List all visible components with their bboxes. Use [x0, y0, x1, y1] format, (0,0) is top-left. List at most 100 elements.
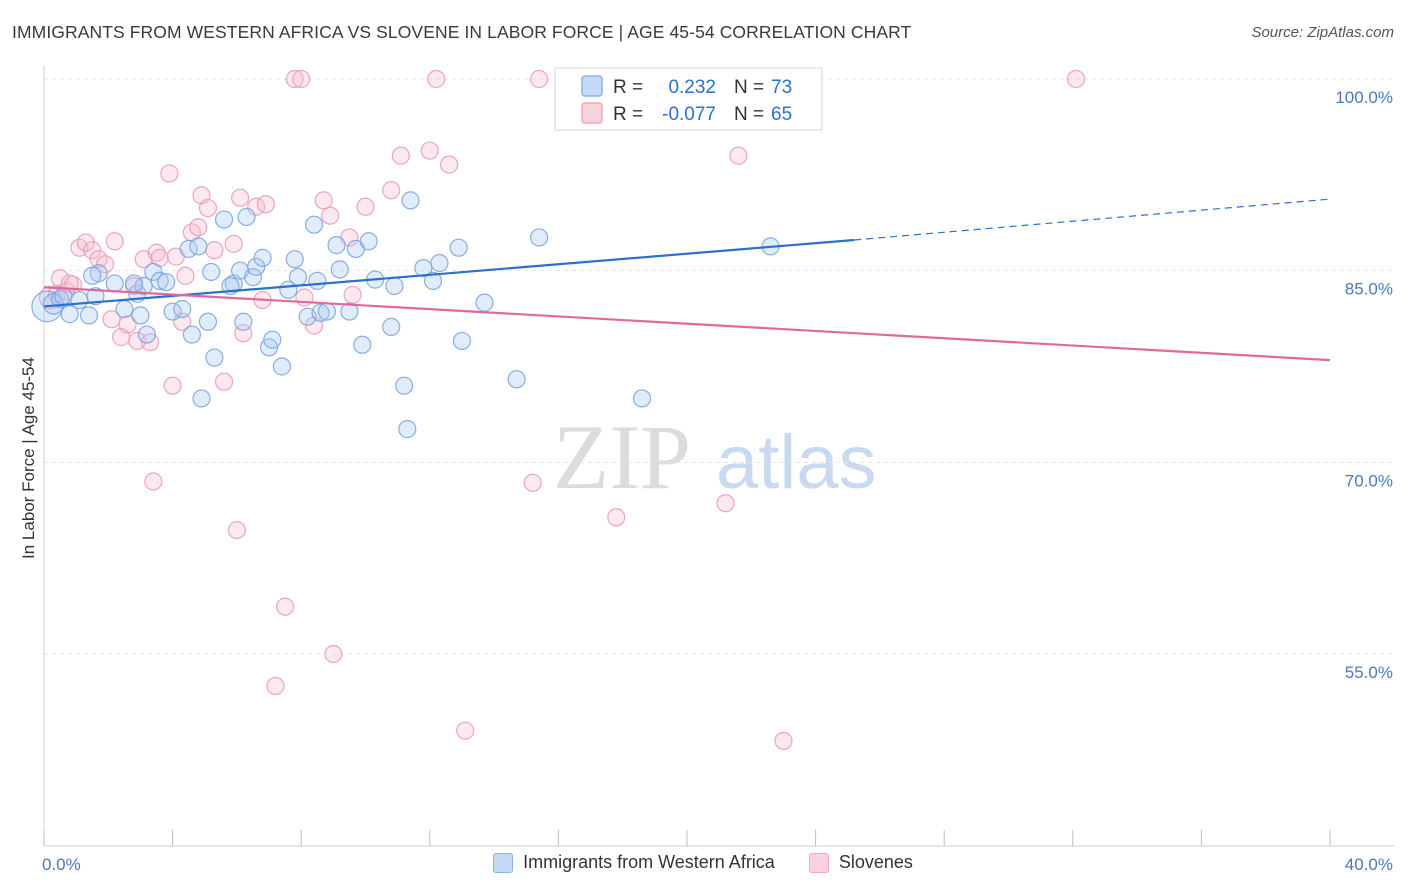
- trend-lines: [43, 198, 1331, 362]
- data-point: [198, 312, 218, 331]
- data-point: [774, 731, 793, 750]
- data-point: [182, 325, 201, 344]
- data-point: [202, 262, 221, 282]
- data-point: [327, 236, 346, 255]
- blue-trend-extension: [854, 198, 1331, 241]
- data-point: [115, 299, 134, 319]
- data-point: [285, 69, 304, 89]
- data-point: [311, 303, 330, 322]
- data-point: [292, 69, 311, 89]
- data-point: [330, 260, 349, 279]
- data-point: [308, 271, 327, 290]
- data-point: [530, 228, 549, 247]
- data-point: [54, 287, 73, 306]
- data-point: [102, 310, 121, 329]
- data-point: [160, 164, 179, 183]
- legend-blue-r-label: R =: [613, 77, 643, 98]
- data-point: [247, 257, 266, 276]
- axes: [43, 66, 1394, 847]
- data-point: [382, 181, 401, 200]
- data-point: [124, 274, 144, 293]
- bottom-legend-blue-swatch: [493, 852, 514, 873]
- x-tick-label: 0.0%: [42, 855, 81, 874]
- data-point: [398, 420, 417, 439]
- data-point: [176, 266, 195, 285]
- data-point: [83, 266, 102, 285]
- source-credit: Source: ZipAtlas.com: [1251, 24, 1394, 41]
- data-point: [414, 259, 433, 278]
- data-point: [243, 267, 263, 287]
- gridlines: [44, 78, 1394, 655]
- data-point: [60, 305, 79, 324]
- data-point: [276, 597, 295, 616]
- bottom-legend-pink: Slovenes: [808, 852, 913, 873]
- watermark-zip: ZIP: [553, 406, 691, 508]
- data-point: [439, 155, 459, 174]
- data-point: [150, 271, 169, 290]
- data-point: [256, 195, 275, 214]
- data-point: [475, 293, 494, 312]
- data-point: [144, 472, 163, 491]
- legend-blue-n-value: 73: [771, 77, 792, 98]
- data-point: [449, 238, 468, 257]
- legend-pink-r-value: -0.077: [662, 104, 716, 125]
- data-point: [324, 644, 343, 664]
- data-point: [157, 273, 176, 292]
- data-point: [50, 289, 70, 308]
- legend-blue-swatch: [581, 75, 603, 97]
- legend-pink-n-label: N =: [734, 104, 764, 125]
- data-point: [173, 299, 192, 319]
- legend: R = 0.232 N = 73 R = -0.077 N = 65: [554, 67, 823, 131]
- y-tick-label: 85.0%: [1345, 280, 1393, 299]
- data-point: [234, 312, 253, 331]
- data-point: [105, 232, 124, 251]
- data-point: [263, 330, 282, 349]
- data-point: [452, 331, 472, 351]
- data-point: [716, 494, 735, 513]
- bottom-legend-pink-label: Slovenes: [838, 852, 913, 872]
- data-point: [507, 370, 526, 389]
- data-point: [385, 276, 404, 296]
- data-point: [343, 285, 362, 305]
- data-point: [214, 210, 234, 229]
- data-point: [224, 234, 243, 253]
- legend-pink-swatch: [581, 102, 603, 124]
- data-point: [137, 325, 156, 344]
- bottom-legend: Immigrants from Western Africa Slovenes: [0, 852, 1406, 873]
- data-point: [523, 473, 542, 492]
- data-point: [83, 241, 102, 260]
- data-point: [285, 250, 304, 269]
- data-point: [427, 69, 446, 89]
- data-point: [353, 335, 372, 354]
- data-point: [304, 215, 324, 234]
- y-tick-label: 55.0%: [1345, 663, 1393, 682]
- data-point: [118, 315, 137, 334]
- x-tick-label: 40.0%: [1345, 855, 1393, 874]
- data-point: [266, 676, 285, 696]
- data-point: [128, 331, 147, 351]
- data-point: [214, 372, 234, 391]
- data-point: [227, 520, 246, 540]
- data-point: [105, 274, 124, 293]
- data-point: [420, 141, 439, 160]
- data-point: [356, 197, 375, 216]
- bottom-legend-pink-swatch: [808, 852, 829, 873]
- data-point: [237, 207, 256, 227]
- y-axis-label: In Labor Force | Age 45-54: [19, 357, 38, 559]
- data-point: [607, 508, 626, 527]
- data-point: [401, 191, 420, 210]
- bottom-legend-blue-label: Immigrants from Western Africa: [523, 852, 775, 872]
- data-point: [189, 218, 208, 237]
- data-point: [198, 198, 218, 218]
- data-point: [189, 237, 208, 256]
- y-tick-label: 100.0%: [1335, 88, 1393, 107]
- data-point: [456, 721, 475, 740]
- data-point: [340, 302, 359, 321]
- data-point: [530, 69, 549, 89]
- pink-trend-line: [43, 286, 1331, 362]
- data-point: [423, 271, 443, 290]
- legend-blue-r-value: 0.232: [668, 77, 716, 98]
- data-point: [163, 376, 182, 395]
- data-point: [314, 191, 333, 210]
